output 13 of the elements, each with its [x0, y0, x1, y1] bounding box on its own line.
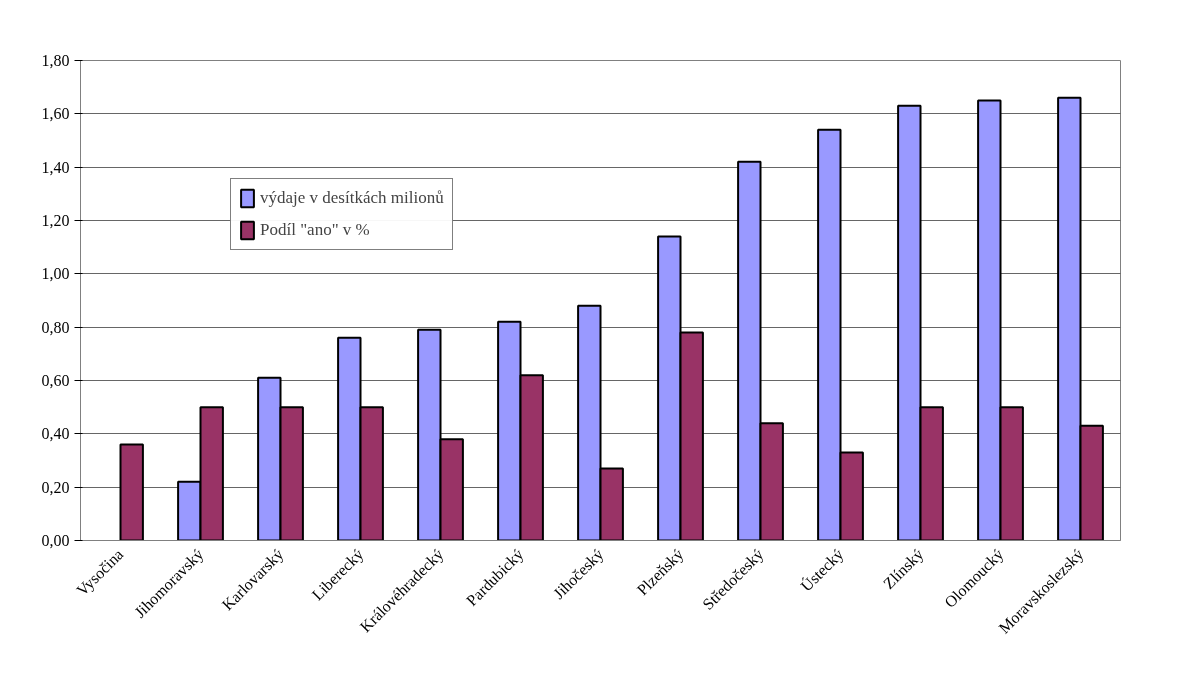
bar	[119, 443, 144, 541]
legend-label: výdaje v desítkách milionů	[260, 188, 444, 208]
y-tick-label: 1,20	[41, 212, 70, 229]
y-tick-label: 1,60	[41, 105, 70, 123]
y-tick-label: 1,00	[41, 265, 70, 283]
y-tick-label: 0,40	[41, 425, 70, 443]
legend-label: Podíl "ano" v %	[260, 220, 370, 240]
y-tick-label: 0,80	[41, 318, 70, 336]
y-tick-label: 0,60	[41, 372, 70, 389]
y-tick-label: 1,40	[41, 158, 70, 176]
y-tick-label: 0,20	[41, 478, 70, 496]
y-tick-label: 1,80	[41, 52, 70, 69]
y-tick-label: 0,00	[41, 532, 70, 549]
